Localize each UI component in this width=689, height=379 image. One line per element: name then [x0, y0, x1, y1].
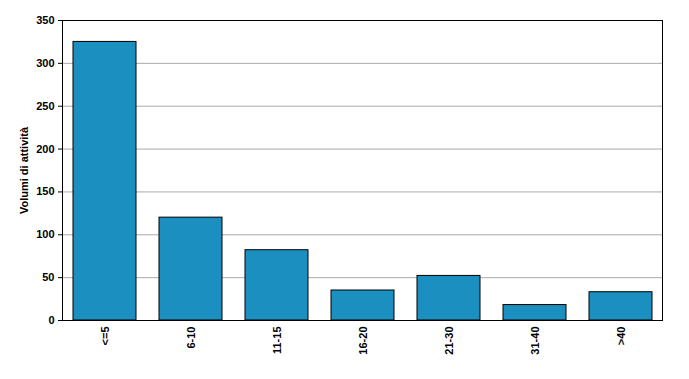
svg-text:150: 150: [36, 185, 54, 197]
svg-text:6-10: 6-10: [185, 327, 197, 349]
svg-text:31-40: 31-40: [529, 327, 541, 355]
svg-text:100: 100: [36, 228, 54, 240]
svg-text:16-20: 16-20: [357, 327, 369, 355]
svg-text:0: 0: [48, 314, 54, 326]
svg-text:>40: >40: [615, 327, 627, 346]
svg-text:21-30: 21-30: [443, 327, 455, 355]
svg-text:300: 300: [36, 57, 54, 69]
svg-text:50: 50: [42, 271, 54, 283]
svg-text:11-15: 11-15: [271, 327, 283, 355]
svg-text:350: 350: [36, 14, 54, 26]
svg-text:250: 250: [36, 100, 54, 112]
svg-text:<=5: <=5: [99, 327, 111, 346]
svg-text:200: 200: [36, 143, 54, 155]
svg-text:Volumi di attività: Volumi di attività: [18, 126, 30, 214]
